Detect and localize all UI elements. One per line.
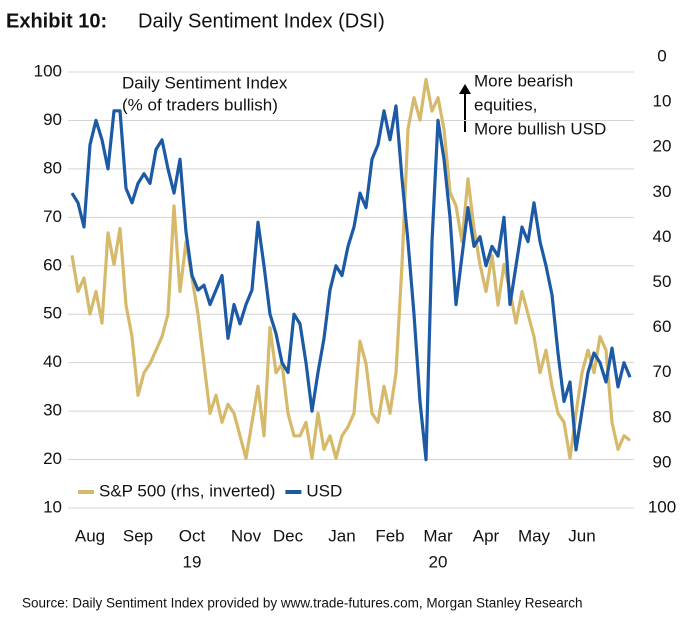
y2-tick-label: 70 — [653, 362, 672, 381]
x-year-label: 19 — [183, 552, 202, 571]
y2-tick-label: 50 — [653, 272, 672, 291]
y-tick-label: 80 — [43, 158, 62, 177]
arrow-head — [459, 84, 471, 94]
x-tick-label: Sep — [123, 526, 153, 545]
y2-tick-label: 60 — [653, 317, 672, 336]
series-line — [70, 104, 632, 462]
annotation: (% of traders bullish) — [122, 95, 278, 114]
legend-label: USD — [306, 481, 342, 500]
y2-tick-label: 80 — [653, 407, 672, 426]
x-tick-label: Aug — [75, 526, 105, 545]
y2-tick-label: 30 — [653, 182, 672, 201]
x-tick-label: Jun — [568, 526, 595, 545]
x-tick-label: Nov — [231, 526, 262, 545]
y2-tick-label: 0 — [657, 46, 666, 65]
title-label: Exhibit 10: — [6, 10, 107, 32]
y-tick-label: 20 — [43, 449, 62, 468]
y2-tick-label: 100 — [648, 497, 676, 516]
y2-tick-label: 90 — [653, 452, 672, 471]
x-tick-label: Oct — [179, 526, 206, 545]
annotation: More bearish — [474, 71, 573, 90]
chart-title: Daily Sentiment Index (DSI) — [138, 10, 385, 32]
series-line — [70, 77, 631, 460]
y-tick-label: 60 — [43, 255, 62, 274]
y2-tick-label: 20 — [653, 137, 672, 156]
x-tick-label: Feb — [375, 526, 404, 545]
x-tick-label: Mar — [423, 526, 453, 545]
legend-label: S&P 500 (rhs, inverted) — [99, 481, 275, 500]
annotation: equities, — [474, 95, 537, 114]
x-tick-label: Apr — [473, 526, 500, 545]
x-year-label: 20 — [429, 552, 448, 571]
x-tick-label: May — [518, 526, 551, 545]
annotation: Daily Sentiment Index — [122, 73, 288, 92]
source: Source: Daily Sentiment Index provided b… — [22, 596, 583, 611]
y-tick-label: 30 — [43, 401, 62, 420]
y-tick-label: 90 — [43, 110, 62, 129]
y2-tick-label: 10 — [653, 92, 672, 111]
x-tick-label: Jan — [328, 526, 355, 545]
grid — [68, 71, 634, 509]
y-tick-label: 10 — [43, 497, 62, 516]
y-tick-label: 40 — [43, 352, 62, 371]
x-tick-label: Dec — [273, 526, 304, 545]
y2-tick-label: 40 — [653, 227, 672, 246]
annotation: More bullish USD — [474, 119, 606, 138]
y-tick-label: 50 — [43, 304, 62, 323]
y-tick-label: 70 — [43, 207, 62, 226]
y-tick-label: 100 — [34, 61, 62, 80]
